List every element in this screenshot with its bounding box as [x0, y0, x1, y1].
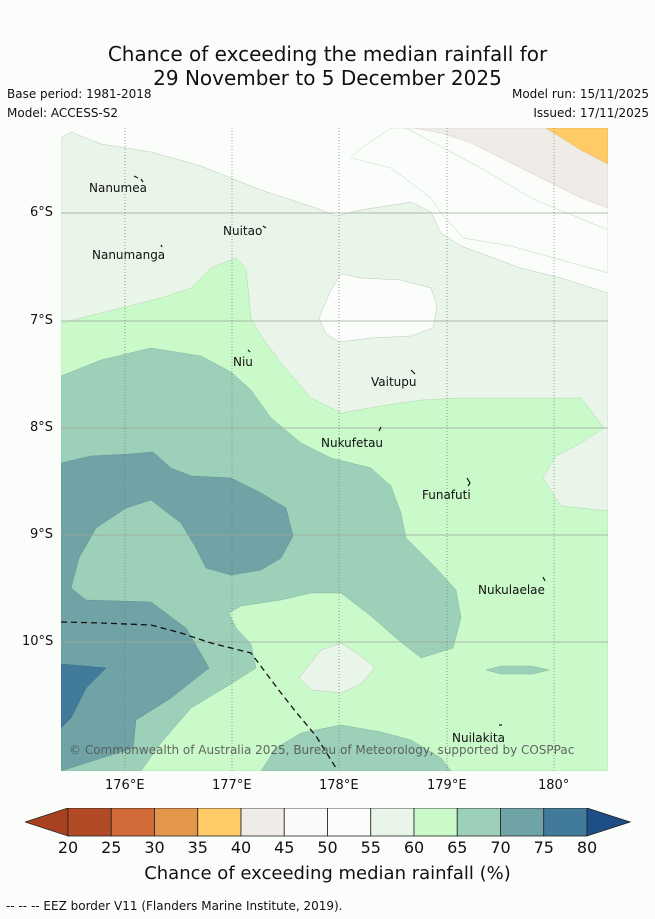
niu-island — [247, 349, 251, 353]
nanumanga-island — [160, 244, 163, 248]
colorbar-tick: 55 — [360, 838, 381, 857]
vaitupu-island — [410, 369, 416, 375]
label-nanumanga: Nanumanga — [92, 248, 165, 262]
nanumea-island — [133, 175, 144, 183]
colorbar-tick: 45 — [274, 838, 295, 857]
lat-label-8s: 8°S — [30, 420, 54, 435]
lon-label-178e: 178°E — [319, 778, 359, 793]
label-nukulaelae: Nukulaelae — [478, 583, 545, 597]
label-nukufetau: Nukufetau — [321, 436, 383, 450]
colorbar-swatch — [500, 808, 545, 837]
colorbar-tick: 30 — [144, 838, 165, 857]
band-75-80 — [61, 663, 107, 729]
base-period: Base period: 1981-2018 — [7, 87, 152, 101]
colorbar-swatch — [154, 808, 199, 837]
nuitao-island — [262, 225, 267, 229]
band-65-70-blob — [485, 665, 550, 675]
colorbar-tick: 40 — [230, 838, 252, 857]
colorbar-swatch — [67, 808, 112, 837]
eez-legend-note: -- -- -- EEZ border V11 (Flanders Marine… — [6, 899, 343, 913]
map-copyright: © Commonwealth of Australia 2025, Bureau… — [69, 743, 574, 757]
model-run: Model run: 15/11/2025 — [511, 87, 649, 101]
colorbar-swatch — [413, 808, 458, 837]
colorbar-tick: 20 — [57, 838, 79, 857]
eez-border — [61, 621, 337, 769]
label-nanumea: Nanumea — [89, 181, 147, 195]
lat-gridlines — [61, 212, 608, 643]
colorbar-swatch — [110, 808, 155, 837]
colorbar-swatch — [543, 808, 588, 837]
colorbar-swatch — [327, 808, 372, 837]
colorbar-tick: 50 — [317, 838, 338, 857]
title-line-2: 29 November to 5 December 2025 — [153, 66, 502, 90]
colorbar-tick: 65 — [447, 838, 468, 857]
label-niu: Niu — [233, 355, 253, 369]
band-45-50 — [405, 128, 608, 231]
lon-gridlines — [124, 128, 555, 771]
label-nuilakita: Nuilakita — [452, 731, 505, 745]
colorbar-swatch — [283, 808, 328, 837]
nukufetau-island — [378, 426, 382, 432]
lon-label-177e: 177°E — [212, 778, 252, 793]
colorbar-tick: 80 — [576, 838, 598, 857]
band-65-70-south — [260, 724, 452, 771]
issued-date: Issued: 17/11/2025 — [533, 106, 649, 120]
colorbar-tick: 75 — [533, 838, 554, 857]
colorbar-tick: 70 — [490, 838, 511, 857]
band-40-45 — [412, 128, 608, 209]
lon-label-176e: 176°E — [105, 778, 145, 793]
islands — [133, 175, 546, 726]
title-line-1: Chance of exceeding the median rainfall … — [107, 42, 548, 66]
colorbar-tick: 60 — [403, 838, 425, 857]
lon-label-180: 180° — [538, 778, 570, 793]
lat-label-9s: 9°S — [30, 527, 54, 542]
colorbar-tick: 25 — [101, 838, 122, 857]
band-35-40 — [545, 128, 608, 165]
colorbar-high-arrow — [586, 808, 631, 837]
colorbar-tick: 35 — [187, 838, 208, 857]
colorbar-low-arrow — [25, 808, 69, 837]
lat-label-7s: 7°S — [30, 313, 54, 328]
label-vaitupu: Vaitupu — [371, 375, 417, 389]
nukulaelae-island — [542, 576, 546, 582]
band-55-60-south — [298, 642, 376, 694]
colorbar-swatch — [197, 808, 242, 837]
label-nuitao: Nuitao — [223, 224, 262, 238]
colorbar — [25, 808, 631, 837]
colorbar-swatch — [370, 808, 415, 837]
model-name: Model: ACCESS-S2 — [7, 106, 119, 120]
band-70-75 — [61, 451, 294, 771]
lat-label-10s: 10°S — [22, 634, 54, 649]
colorbar-swatch — [240, 808, 285, 837]
lat-label-6s: 6°S — [30, 205, 54, 220]
lon-label-179e: 179°E — [427, 778, 467, 793]
colorbar-swatch — [456, 808, 501, 837]
funafuti-island — [466, 477, 471, 487]
rainfall-map: Nanumea Nuitao Nanumanga Niu Vaitupu Nuk… — [61, 128, 608, 771]
colorbar-label: Chance of exceeding median rainfall (%) — [144, 863, 511, 884]
label-funafuti: Funafuti — [422, 488, 471, 502]
